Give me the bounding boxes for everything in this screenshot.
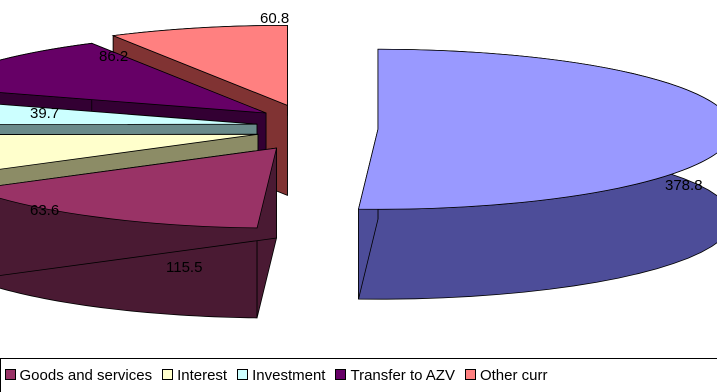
data-label-other-current: 60.8: [260, 10, 289, 27]
legend-swatch: [162, 369, 174, 380]
legend-swatch: [335, 369, 347, 380]
legend-swatch: [464, 369, 476, 380]
legend-items: s Goods and servicesInterestInvestmentTr…: [1, 367, 557, 384]
legend-label: Other curr: [479, 367, 548, 384]
legend-item-transfer-to-azv: Transfer to AZV: [335, 367, 455, 384]
pie-chart: 378.8 115.5 63.6 39.7 86.2 60.8: [0, 10, 717, 319]
pie-slice-goods-and-services: [0, 147, 278, 319]
pie-slice-wages-and-salaries: [358, 48, 717, 300]
legend-item-other-current: Other curr: [464, 367, 548, 384]
data-label-investment: 39.7: [30, 105, 59, 122]
legend-item-interest: Interest: [162, 368, 227, 384]
legend-swatch: [237, 369, 249, 380]
legend-label: Transfer to AZV: [350, 367, 455, 384]
legend-item-investment: Investment: [237, 368, 325, 384]
data-label-goods-and-services: 115.5: [166, 259, 202, 276]
legend-item-goods-and-services: Goods and services: [4, 367, 153, 384]
data-label-interest: 63.6: [30, 202, 59, 219]
legend-label: Investment: [252, 367, 326, 384]
legend-label: Goods and services: [19, 367, 153, 384]
data-label-transfer-to-azv: 86.2: [99, 48, 128, 65]
legend-label: Interest: [177, 367, 228, 384]
data-label-wages-and-salaries: 378.8: [665, 177, 703, 194]
legend-swatch: [4, 369, 16, 380]
legend: s Goods and servicesInterestInvestmentTr…: [0, 358, 717, 392]
